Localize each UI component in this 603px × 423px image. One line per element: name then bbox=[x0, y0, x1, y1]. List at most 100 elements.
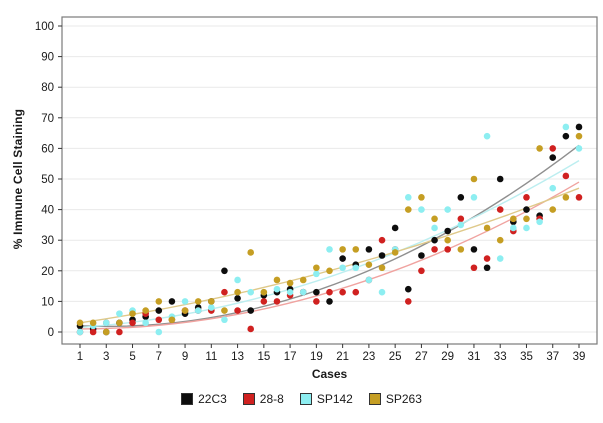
data-point-28-8 bbox=[326, 288, 333, 296]
data-point-22C3 bbox=[444, 227, 451, 235]
data-point-SP263 bbox=[299, 276, 307, 284]
legend-swatch-22c3-icon bbox=[181, 393, 194, 405]
data-point-SP142 bbox=[510, 224, 517, 232]
data-point-SP263 bbox=[378, 264, 386, 272]
data-point-28-8 bbox=[457, 215, 465, 223]
legend-item-22c3: 22C3 bbox=[181, 392, 227, 406]
data-point-22C3 bbox=[234, 295, 241, 302]
data-point-SP142 bbox=[142, 319, 149, 327]
data-point-28-8 bbox=[483, 255, 491, 262]
data-point-SP263 bbox=[102, 328, 110, 336]
data-point-SP263 bbox=[352, 246, 360, 253]
data-point-SP142 bbox=[523, 224, 530, 232]
data-point-28-8 bbox=[470, 264, 478, 272]
data-point-SP263 bbox=[208, 298, 215, 305]
data-point-28-8 bbox=[313, 298, 320, 305]
data-point-22C3 bbox=[549, 154, 557, 161]
data-point-22C3 bbox=[483, 264, 491, 272]
data-point-28-8 bbox=[549, 145, 557, 152]
data-point-SP142 bbox=[536, 218, 543, 226]
data-point-SP263 bbox=[286, 279, 294, 287]
data-point-SP263 bbox=[89, 319, 97, 327]
chart-legend: 22C3 28-8 SP142 SP263 bbox=[0, 392, 603, 406]
y-tick-label: 40 bbox=[41, 205, 54, 217]
x-tick-label: 5 bbox=[129, 351, 135, 363]
legend-label-sp263: SP263 bbox=[385, 392, 422, 406]
trend-line-SP142 bbox=[79, 160, 580, 329]
data-point-SP142 bbox=[404, 194, 412, 201]
data-point-SP142 bbox=[378, 288, 386, 296]
legend-item-sp142: SP142 bbox=[299, 392, 353, 406]
data-point-28-8 bbox=[404, 298, 412, 305]
data-point-22C3 bbox=[247, 307, 255, 314]
data-point-SP263 bbox=[273, 276, 281, 284]
data-point-SP263 bbox=[194, 298, 202, 305]
data-point-22C3 bbox=[365, 246, 373, 253]
data-point-SP142 bbox=[562, 123, 570, 131]
x-tick-label: 39 bbox=[573, 351, 586, 363]
x-tick-label: 15 bbox=[257, 351, 270, 363]
x-tick-label: 19 bbox=[310, 351, 323, 363]
x-tick-label: 7 bbox=[156, 351, 162, 363]
data-point-SP263 bbox=[536, 145, 543, 152]
legend-item-28-8: 28-8 bbox=[242, 392, 284, 406]
data-point-22C3 bbox=[313, 288, 320, 296]
legend-swatch-sp263-icon bbox=[368, 393, 381, 405]
data-point-SP263 bbox=[326, 267, 333, 275]
data-point-28-8 bbox=[575, 194, 583, 201]
x-tick-label: 33 bbox=[494, 351, 507, 363]
data-point-22C3 bbox=[470, 246, 478, 253]
data-point-SP142 bbox=[273, 285, 281, 293]
data-point-SP263 bbox=[470, 175, 478, 183]
data-point-28-8 bbox=[378, 236, 386, 244]
data-point-28-8 bbox=[129, 319, 136, 327]
data-point-SP142 bbox=[155, 328, 163, 336]
data-point-SP142 bbox=[299, 288, 307, 296]
y-tick-label: 50 bbox=[41, 174, 54, 186]
legend-label-sp142: SP142 bbox=[316, 392, 353, 406]
data-point-SP263 bbox=[221, 307, 228, 314]
data-point-SP142 bbox=[365, 276, 373, 284]
data-point-28-8 bbox=[339, 288, 346, 296]
data-point-SP263 bbox=[168, 316, 176, 324]
data-point-SP263 bbox=[523, 215, 530, 223]
y-tick-label: 60 bbox=[41, 143, 54, 155]
data-point-22C3 bbox=[168, 298, 176, 305]
x-tick-label: 9 bbox=[182, 351, 188, 363]
data-point-SP263 bbox=[260, 288, 268, 296]
x-axis-title: Cases bbox=[311, 367, 348, 381]
data-point-28-8 bbox=[221, 288, 228, 296]
data-point-28-8 bbox=[234, 307, 241, 314]
data-point-22C3 bbox=[378, 252, 386, 259]
data-point-28-8 bbox=[496, 206, 504, 213]
data-point-28-8 bbox=[247, 325, 255, 333]
data-point-SP142 bbox=[549, 184, 557, 192]
data-point-SP263 bbox=[155, 298, 163, 305]
y-tick-label: 0 bbox=[48, 327, 54, 339]
x-tick-label: 35 bbox=[520, 351, 533, 363]
x-tick-label: 1 bbox=[77, 351, 83, 363]
data-point-28-8 bbox=[418, 267, 425, 275]
data-point-SP263 bbox=[575, 132, 583, 140]
data-point-SP263 bbox=[549, 206, 557, 213]
data-point-SP142 bbox=[575, 145, 583, 152]
data-point-SP142 bbox=[102, 319, 110, 327]
data-point-22C3 bbox=[221, 267, 228, 275]
data-point-SP142 bbox=[431, 224, 438, 232]
x-tick-label: 17 bbox=[284, 351, 297, 363]
data-point-SP263 bbox=[444, 236, 451, 244]
x-tick-label: 31 bbox=[468, 351, 481, 363]
data-point-SP263 bbox=[483, 224, 491, 232]
y-tick-label: 90 bbox=[41, 52, 54, 64]
y-tick-label: 70 bbox=[41, 113, 54, 125]
data-point-SP142 bbox=[326, 246, 333, 253]
y-tick-label: 30 bbox=[41, 235, 54, 247]
data-point-SP263 bbox=[391, 249, 399, 256]
data-point-22C3 bbox=[391, 224, 399, 232]
data-point-SP263 bbox=[129, 310, 136, 317]
data-point-22C3 bbox=[404, 285, 412, 293]
data-point-SP263 bbox=[365, 261, 373, 268]
data-point-SP142 bbox=[483, 132, 491, 140]
